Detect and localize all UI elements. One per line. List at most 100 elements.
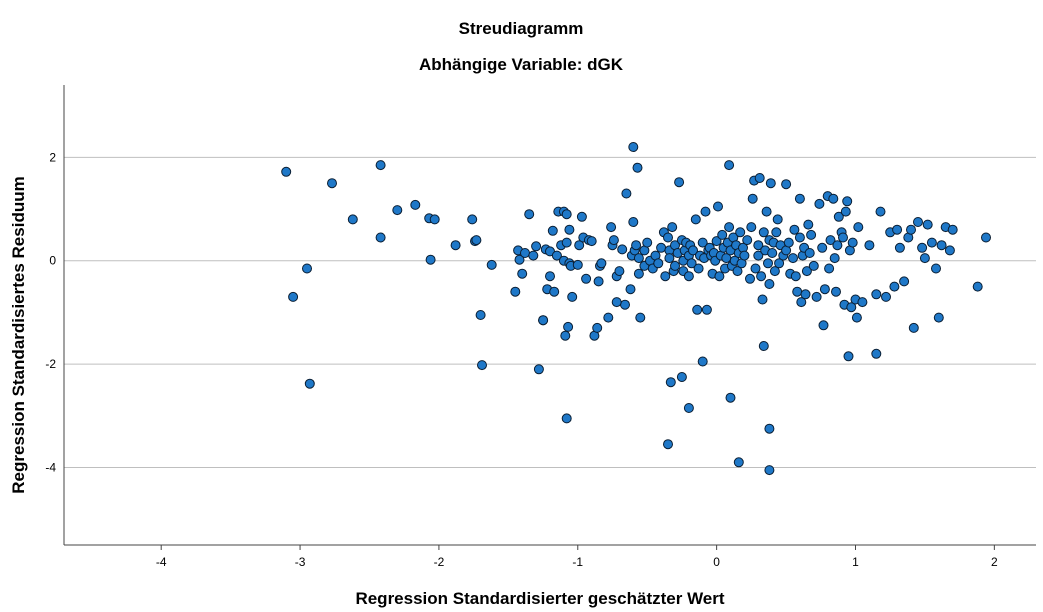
tick-labels: -4 -3 -2 -1 0 1 2 -4 -2 0 2 <box>45 150 998 569</box>
data-point <box>631 240 642 251</box>
data-point <box>801 266 812 277</box>
data-point <box>477 360 487 371</box>
data-point <box>769 266 780 277</box>
data-point <box>567 291 578 302</box>
data-point <box>931 263 941 274</box>
x-tick-label: 1 <box>852 555 859 569</box>
data-point <box>653 258 664 269</box>
data-point <box>804 248 815 258</box>
data-point <box>593 276 604 287</box>
data-point <box>664 253 675 264</box>
x-tick-label: 2 <box>991 555 998 569</box>
data-point <box>947 224 958 235</box>
data-point <box>545 271 555 282</box>
data-point <box>635 312 646 323</box>
data-point <box>560 330 571 341</box>
data-point <box>889 281 900 292</box>
data-point <box>467 214 478 225</box>
data-point <box>851 312 862 323</box>
data-point <box>392 205 403 216</box>
data-point <box>756 271 767 282</box>
data-point <box>745 273 755 284</box>
data-point <box>533 364 544 375</box>
data-point <box>794 232 805 243</box>
data-point <box>922 219 933 230</box>
data-point <box>429 214 440 225</box>
data-point <box>667 222 678 233</box>
data-point <box>842 196 853 207</box>
data-point <box>803 219 814 230</box>
data-point <box>524 209 535 220</box>
data-point <box>713 201 723 212</box>
data-point <box>697 356 708 367</box>
data-point <box>899 276 910 287</box>
data-point <box>621 188 632 199</box>
data-point <box>475 310 486 320</box>
data-point <box>875 206 886 217</box>
x-tick-label: -3 <box>295 555 306 569</box>
data-point <box>814 198 825 209</box>
data-point <box>917 242 928 253</box>
data-point <box>806 229 817 240</box>
chart-title: Streudiagramm <box>459 19 584 38</box>
data-point <box>700 206 711 217</box>
data-point <box>304 378 315 389</box>
data-point <box>656 242 667 253</box>
data-point <box>908 322 919 333</box>
data-point <box>674 177 685 188</box>
data-point <box>819 284 830 295</box>
data-point <box>514 254 525 265</box>
data-point <box>663 232 673 243</box>
data-point <box>742 235 753 246</box>
data-point <box>758 341 769 351</box>
data-point <box>547 225 558 236</box>
data-point <box>410 199 421 210</box>
data-point <box>758 227 769 238</box>
data-point <box>829 253 840 264</box>
data-point <box>818 320 829 331</box>
data-point <box>735 227 746 238</box>
data-point <box>486 259 497 270</box>
data-point <box>714 271 725 282</box>
data-point <box>857 297 868 308</box>
data-point <box>847 237 858 248</box>
data-point <box>747 193 758 204</box>
y-tick-label: 2 <box>49 150 56 164</box>
data-point <box>811 291 822 302</box>
data-point <box>327 178 337 189</box>
data-point <box>796 297 807 308</box>
data-point <box>586 236 597 247</box>
data-point <box>763 258 773 269</box>
data-point <box>871 289 882 300</box>
data-point <box>608 235 619 246</box>
data-point <box>753 240 764 251</box>
data-point <box>794 193 805 204</box>
data-point <box>717 229 728 240</box>
data-point <box>933 312 944 323</box>
data-point <box>692 304 703 315</box>
data-point <box>871 348 882 359</box>
data-point <box>771 227 782 238</box>
chart-subtitle: Abhängige Variable: dGK <box>419 55 624 74</box>
data-point <box>520 248 530 258</box>
data-point <box>825 235 836 246</box>
data-point <box>772 214 783 225</box>
data-point <box>746 222 757 233</box>
data-point <box>833 211 844 222</box>
data-point <box>936 240 947 251</box>
data-point <box>665 377 676 388</box>
data-point <box>581 273 592 284</box>
data-point <box>633 253 644 264</box>
data-point <box>981 232 991 243</box>
data-point <box>864 240 875 251</box>
data-point <box>774 258 785 269</box>
data-point <box>510 286 521 297</box>
data-point <box>824 263 835 274</box>
data-point <box>817 242 828 253</box>
data-point <box>765 178 776 189</box>
data-point <box>611 297 622 308</box>
data-point <box>853 222 864 233</box>
x-tick-label: -4 <box>156 555 167 569</box>
data-point <box>564 224 575 235</box>
data-point <box>919 253 930 264</box>
